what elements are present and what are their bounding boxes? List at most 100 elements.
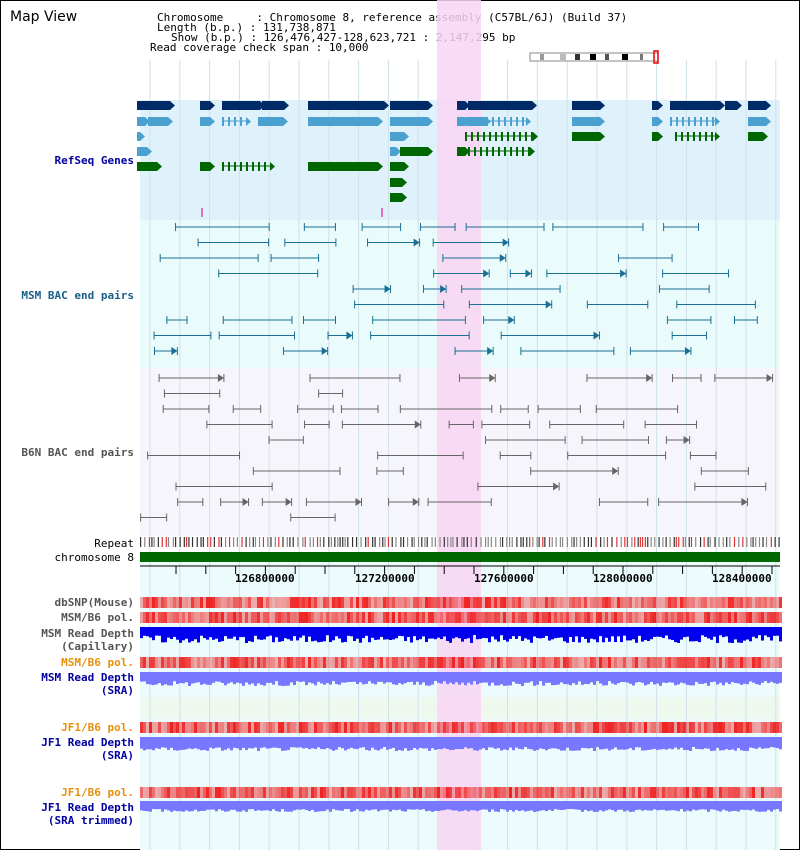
read-depth-bar: [338, 627, 341, 639]
read-depth-bar: [212, 737, 215, 749]
track-label-jf1-depth-sra[interactable]: JF1 Read Depth: [41, 736, 134, 749]
polymorphism-cell: [671, 722, 674, 733]
polymorphism-cell: [326, 597, 329, 608]
track-label-jf1-depth-trim[interactable]: JF1 Read Depth: [41, 801, 134, 814]
read-depth-bar: [461, 627, 464, 642]
read-depth-bar: [704, 801, 707, 810]
polymorphism-cell: [614, 787, 617, 798]
repeat-mark: [372, 537, 374, 547]
read-depth-bar: [692, 627, 695, 642]
track-label-msm-b6-pol-1[interactable]: MSM/B6 pol.: [61, 611, 134, 624]
polymorphism-cell: [632, 612, 635, 623]
polymorphism-cell: [674, 612, 677, 623]
bac-arrow: [766, 374, 773, 382]
polymorphism-cell: [188, 722, 191, 733]
read-depth-bar: [407, 627, 410, 637]
polymorphism-cell: [533, 612, 536, 623]
polymorphism-cell: [164, 657, 167, 668]
polymorphism-cell: [311, 787, 314, 798]
repeat-mark: [526, 537, 528, 547]
track-label-refseq[interactable]: RefSeq Genes: [54, 154, 134, 167]
track-label-jf1-b6-pol-2[interactable]: JF1/B6 pol.: [61, 786, 134, 799]
polymorphism-cell: [662, 787, 665, 798]
polymorphism-cell: [233, 657, 236, 668]
read-depth-bar: [533, 737, 536, 751]
polymorphism-cell: [668, 612, 671, 623]
refseq-exon: [516, 147, 518, 156]
read-depth-bar: [746, 737, 749, 751]
read-depth-bar: [209, 801, 212, 810]
polymorphism-cell: [149, 597, 152, 608]
read-depth-bar: [374, 627, 377, 640]
refseq-exon: [480, 147, 482, 156]
polymorphism-cell: [185, 722, 188, 733]
polymorphism-cell: [392, 722, 395, 733]
read-depth-bar: [773, 737, 776, 748]
read-depth-bar: [317, 672, 320, 682]
repeat-mark: [179, 537, 181, 547]
polymorphism-cell: [533, 597, 536, 608]
track-label-b6n-bac[interactable]: B6N BAC end pairs: [21, 446, 134, 459]
polymorphism-cell: [659, 657, 662, 668]
polymorphism-cell: [413, 722, 416, 733]
read-depth-bar: [623, 672, 626, 683]
read-depth-bar: [611, 672, 614, 684]
polymorphism-cell: [491, 597, 494, 608]
gene-arrow: [428, 117, 433, 126]
polymorphism-cell: [455, 657, 458, 668]
read-depth-bar: [215, 737, 218, 748]
read-depth-bar: [614, 627, 617, 643]
read-depth-bar: [305, 737, 308, 748]
track-label-msm-bac[interactable]: MSM BAC end pairs: [21, 289, 134, 302]
read-depth-bar: [326, 737, 329, 749]
track-label-dbsnp[interactable]: dbSNP(Mouse): [54, 596, 134, 609]
polymorphism-cell: [200, 597, 203, 608]
polymorphism-cell: [398, 612, 401, 623]
read-depth-bar: [218, 801, 221, 810]
read-depth-bar: [461, 672, 464, 683]
polymorphism-cell: [473, 787, 476, 798]
track-label-msm-depth-cap[interactable]: MSM Read Depth: [41, 627, 134, 640]
track-label-msm-depth-cap-sub: (Capillary): [61, 640, 134, 653]
polymorphism-cell: [737, 597, 740, 608]
read-depth-bar: [734, 737, 737, 751]
track-label-repeat[interactable]: Repeat: [94, 537, 134, 550]
read-depth-bar: [506, 737, 509, 751]
polymorphism-cell: [176, 612, 179, 623]
repeat-mark: [774, 537, 776, 547]
read-depth-bar: [311, 627, 314, 642]
track-label-jf1-b6-pol-1[interactable]: JF1/B6 pol.: [61, 721, 134, 734]
track-label-chromosome[interactable]: chromosome 8: [54, 551, 134, 564]
polymorphism-cell: [305, 722, 308, 733]
read-depth-bar: [773, 672, 776, 684]
polymorphism-cell: [617, 612, 620, 623]
bac-arrow: [499, 254, 506, 262]
read-depth-bar: [497, 672, 500, 686]
refseq-exon: [264, 162, 266, 171]
polymorphism-cell: [242, 787, 245, 798]
repeat-mark: [752, 537, 754, 547]
polymorphism-cell: [713, 787, 716, 798]
read-depth-bar: [638, 627, 641, 636]
read-depth-bar: [326, 627, 329, 636]
read-depth-bar: [272, 627, 275, 643]
polymorphism-cell: [605, 657, 608, 668]
track-label-msm-b6-pol-2[interactable]: MSM/B6 pol.: [61, 656, 134, 669]
track-label-msm-depth-sra[interactable]: MSM Read Depth: [41, 671, 134, 684]
polymorphism-cell: [698, 597, 701, 608]
polymorphism-cell: [500, 612, 503, 623]
polymorphism-cell: [653, 722, 656, 733]
read-depth-bar: [227, 627, 230, 639]
polymorphism-cell: [728, 722, 731, 733]
bac-arrow: [620, 269, 627, 278]
repeat-mark: [762, 537, 764, 547]
bac-arrow: [321, 347, 328, 355]
repeat-mark: [579, 537, 582, 547]
read-depth-bar: [155, 627, 158, 636]
read-depth-bar: [272, 737, 275, 748]
read-depth-bar: [551, 672, 554, 686]
repeat-mark: [249, 537, 251, 547]
read-depth-bar: [344, 627, 347, 642]
polymorphism-cell: [458, 657, 461, 668]
